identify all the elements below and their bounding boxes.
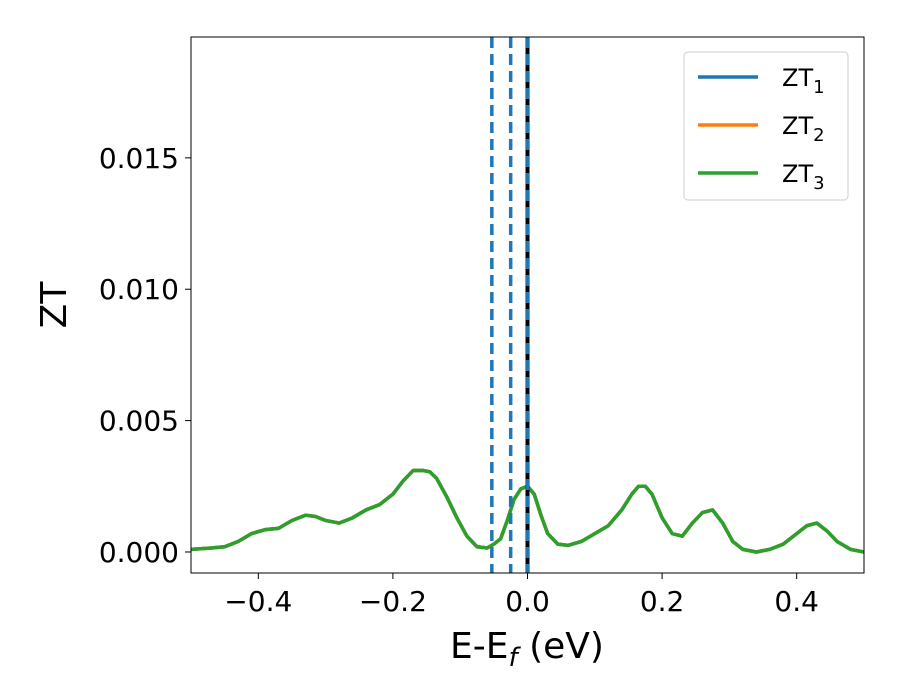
legend-label-zt1: ZT1 — [782, 64, 825, 98]
x-tick-label: 0.2 — [640, 585, 685, 618]
x-tick-label: −0.4 — [224, 585, 292, 618]
y-tick-label: 0.000 — [99, 536, 179, 569]
legend-label-zt3: ZT3 — [782, 160, 825, 194]
x-tick-label: 0.0 — [505, 585, 550, 618]
legend: ZT1 ZT2 ZT3 — [683, 51, 849, 201]
plot-area — [191, 37, 864, 573]
series-line-zt3 — [191, 468, 864, 554]
x-axis-title-unit: (eV) — [518, 626, 604, 667]
legend-label-zt2: ZT2 — [782, 112, 825, 146]
y-axis-title: ZT — [34, 281, 75, 329]
legend-box — [683, 51, 849, 201]
y-axis: 0.000 0.005 0.010 0.015 — [99, 142, 191, 569]
x-axis: −0.4 −0.2 0.0 0.2 0.4 — [224, 573, 819, 618]
y-tick-label: 0.015 — [99, 142, 179, 175]
x-tick-label: 0.4 — [774, 585, 819, 618]
x-axis-title-base: E-E — [450, 626, 508, 667]
x-tick-label: −0.2 — [359, 585, 427, 618]
x-axis-title: E-Ef (eV) — [450, 626, 604, 673]
y-tick-label: 0.010 — [99, 273, 179, 306]
y-tick-label: 0.005 — [99, 405, 179, 438]
